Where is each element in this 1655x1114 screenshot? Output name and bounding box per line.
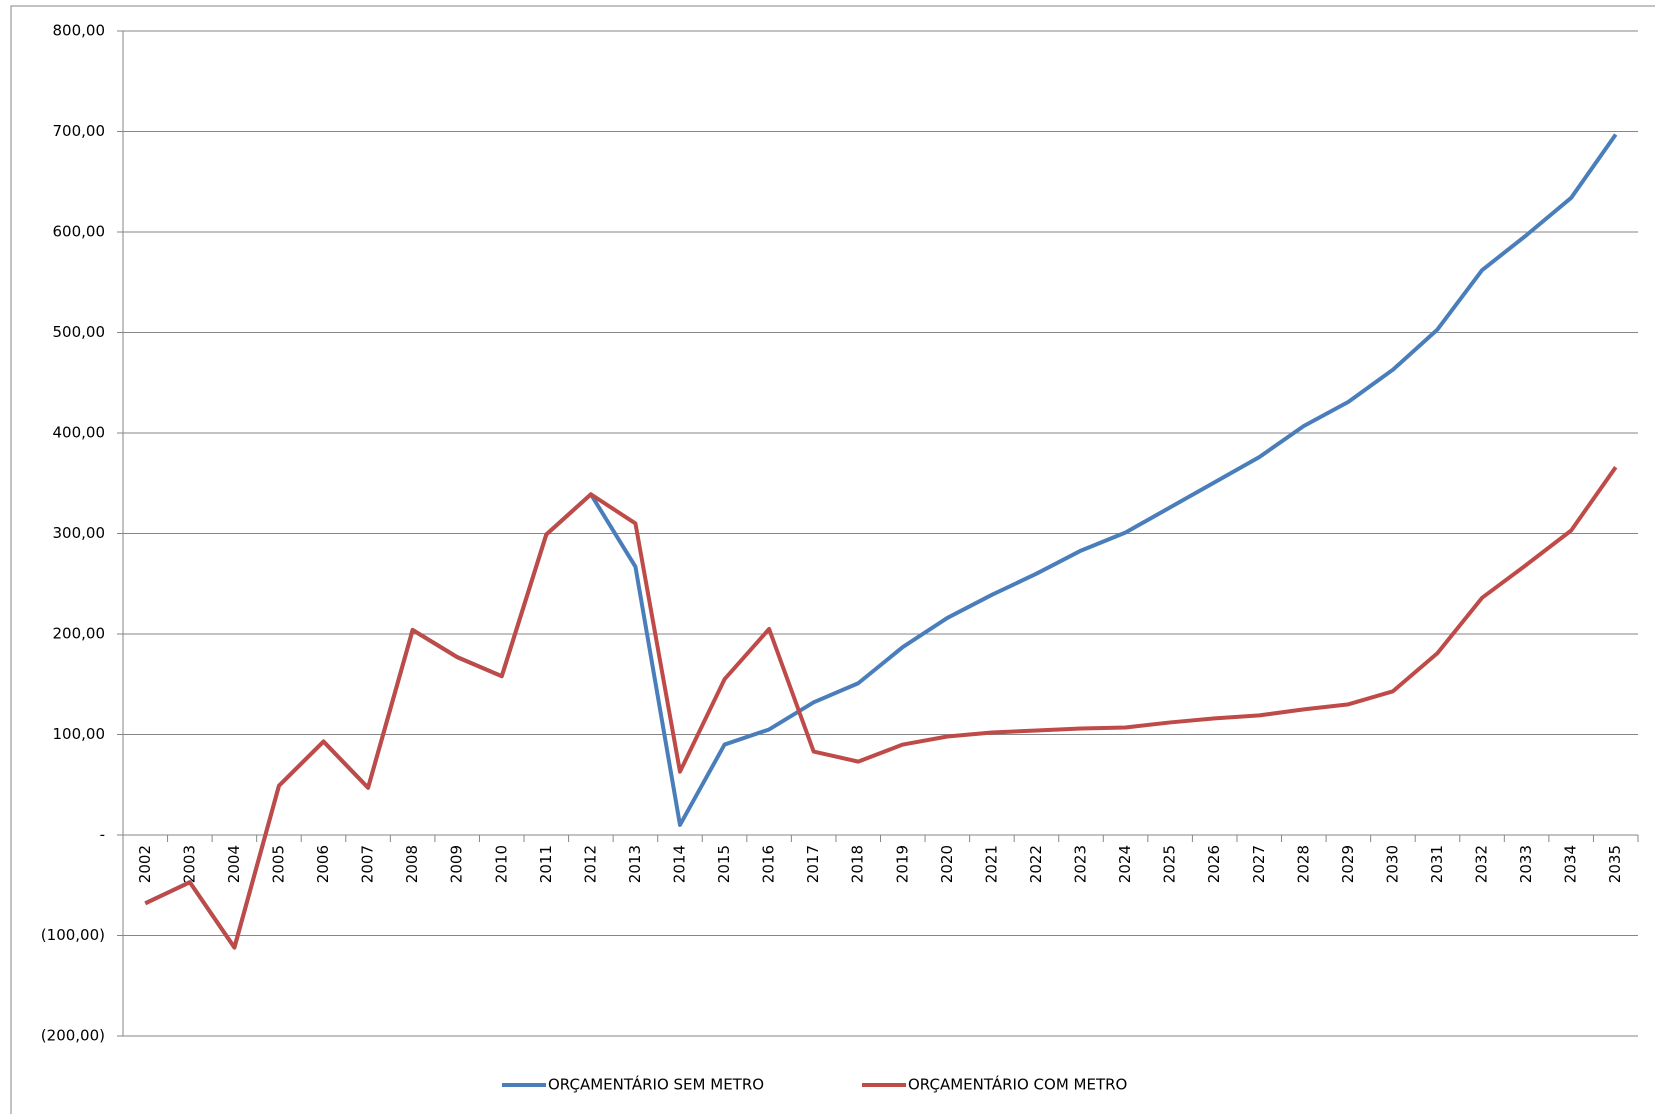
y-tick-label: 700,00 <box>53 122 106 140</box>
x-tick-label: 2022 <box>1027 845 1045 883</box>
x-tick-label: 2004 <box>225 845 243 883</box>
x-tick-label: 2020 <box>938 845 956 883</box>
x-tick-label: 2011 <box>537 845 555 883</box>
x-tick-label: 2003 <box>180 845 198 883</box>
x-tick-label: 2010 <box>492 845 510 883</box>
chart-frame <box>10 5 1655 1114</box>
x-tick-label: 2012 <box>581 845 599 883</box>
x-tick-label: 2029 <box>1339 845 1357 883</box>
y-tick-label: 600,00 <box>53 223 106 241</box>
x-tick-label: 2026 <box>1205 845 1223 883</box>
x-tick-label: 2023 <box>1072 845 1090 883</box>
y-tick-label: 300,00 <box>53 524 106 542</box>
y-tick-label: 500,00 <box>53 323 106 341</box>
x-tick-label: 2025 <box>1161 845 1179 883</box>
x-tick-label: 2016 <box>760 845 778 883</box>
x-tick-label: 2031 <box>1428 845 1446 883</box>
y-tick-label: 400,00 <box>53 424 106 442</box>
x-tick-label: 2007 <box>359 845 377 883</box>
x-tick-label: 2015 <box>715 845 733 883</box>
y-tick-label: 200,00 <box>53 625 106 643</box>
x-tick-label: 2028 <box>1294 845 1312 883</box>
x-tick-label: 2005 <box>269 845 287 883</box>
x-tick-label: 2013 <box>626 845 644 883</box>
x-tick-label: 2018 <box>849 845 867 883</box>
x-tick-label: 2019 <box>893 845 911 883</box>
series-line <box>144 466 1618 950</box>
y-tick-label: (200,00) <box>41 1027 105 1045</box>
y-tick-label: 100,00 <box>53 725 106 743</box>
y-tick-label: (100,00) <box>41 926 105 944</box>
x-tick-label: 2002 <box>136 845 154 883</box>
x-tick-label: 2032 <box>1473 845 1491 883</box>
x-tick-label: 2017 <box>804 845 822 883</box>
y-tick-label: 800,00 <box>53 22 106 40</box>
x-tick-label: 2030 <box>1383 845 1401 883</box>
x-tick-label: 2024 <box>1116 845 1134 883</box>
x-tick-label: 2021 <box>982 845 1000 883</box>
x-tick-label: 2035 <box>1606 845 1624 883</box>
series-line <box>144 133 1618 950</box>
x-tick-label: 2008 <box>403 845 421 883</box>
legend-label: ORÇAMENTÁRIO COM METRO <box>908 1075 1127 1094</box>
x-tick-label: 2033 <box>1517 845 1535 883</box>
x-tick-label: 2014 <box>670 845 688 883</box>
x-tick-label: 2009 <box>448 845 466 883</box>
legend-label: ORÇAMENTÁRIO SEM METRO <box>548 1075 764 1094</box>
x-tick-label: 2034 <box>1562 845 1580 883</box>
y-tick-label: - <box>100 826 105 844</box>
x-tick-label: 2006 <box>314 845 332 883</box>
x-tick-label: 2027 <box>1250 845 1268 883</box>
